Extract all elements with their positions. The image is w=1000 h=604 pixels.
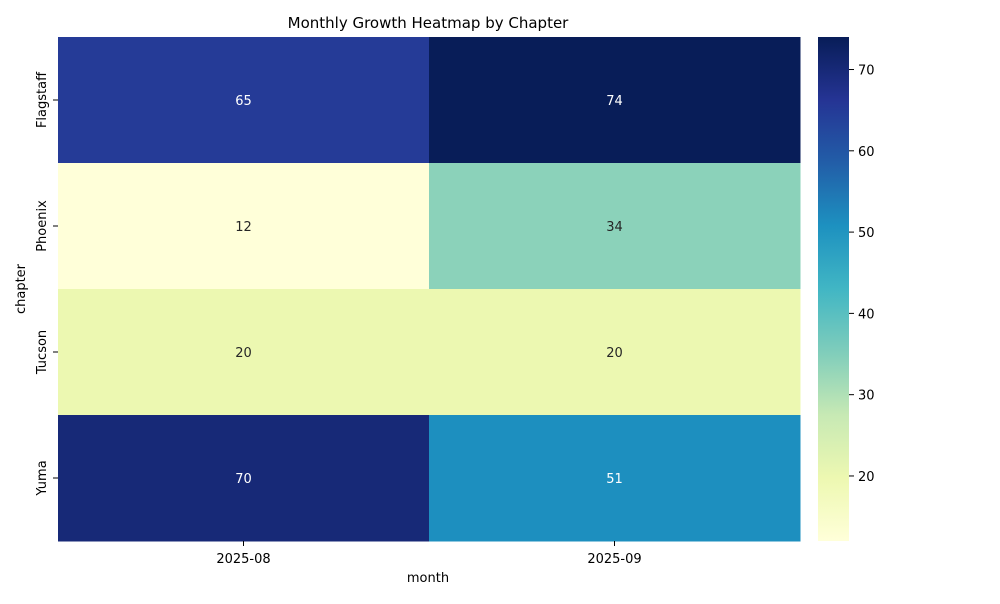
cell-value-label: 20 xyxy=(235,346,252,361)
cell-value-label: 12 xyxy=(235,220,252,235)
heatmap-cell xyxy=(58,415,430,542)
heatmap-annotations: 65 74 12 34 20 20 70 51 xyxy=(235,94,623,487)
heatmap-cell xyxy=(58,163,430,290)
heatmap-cell xyxy=(429,163,801,290)
heatmap-cell xyxy=(429,37,801,164)
colorbar-gradient xyxy=(818,37,849,541)
heatmap-cells xyxy=(58,37,801,542)
colorbar-tick-label: 20 xyxy=(858,470,875,485)
cell-value-label: 70 xyxy=(235,472,252,487)
heatmap-cell xyxy=(429,415,801,542)
colorbar-tick-label: 50 xyxy=(858,226,875,241)
heatmap-cell xyxy=(58,37,430,164)
colorbar-ticks: 20 30 40 50 60 70 xyxy=(849,64,875,485)
heatmap-cell xyxy=(58,289,430,416)
colorbar-tick-label: 30 xyxy=(858,389,875,404)
y-axis: Flagstaff Phoenix Tucson Yuma xyxy=(35,71,58,497)
colorbar-tick-label: 60 xyxy=(858,145,875,160)
x-tick-label: 2025-09 xyxy=(587,552,641,567)
cell-value-label: 34 xyxy=(606,220,623,235)
cell-value-label: 74 xyxy=(606,94,623,109)
x-axis: 2025-08 2025-09 xyxy=(216,541,642,567)
colorbar-tick-label: 70 xyxy=(858,64,875,79)
cell-value-label: 51 xyxy=(606,472,623,487)
y-tick-label: Flagstaff xyxy=(35,71,50,128)
cell-value-label: 65 xyxy=(235,94,252,109)
y-tick-label: Yuma xyxy=(35,460,50,496)
y-tick-label: Phoenix xyxy=(35,200,50,252)
cell-value-label: 20 xyxy=(606,346,623,361)
colorbar: 20 30 40 50 60 70 xyxy=(818,37,875,541)
y-tick-label: Tucson xyxy=(35,330,50,375)
x-tick-label: 2025-08 xyxy=(216,552,270,567)
y-axis-label: chapter xyxy=(14,263,29,314)
heatmap-cell xyxy=(429,289,801,416)
colorbar-tick-label: 40 xyxy=(858,307,875,322)
x-axis-label: month xyxy=(407,571,449,586)
chart-title: Monthly Growth Heatmap by Chapter xyxy=(288,14,570,32)
